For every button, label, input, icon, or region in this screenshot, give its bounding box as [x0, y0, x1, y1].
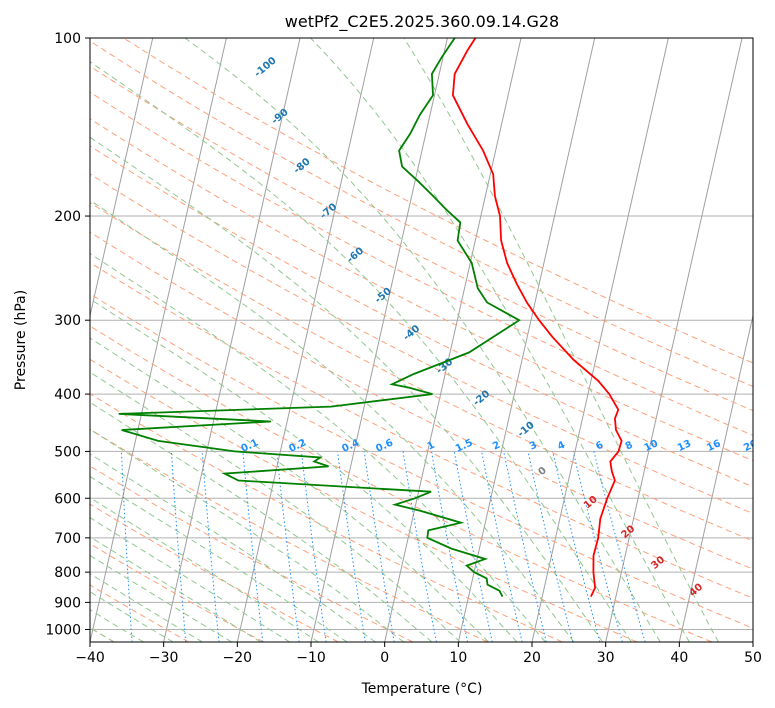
moist-adiabat-line	[90, 475, 348, 642]
moist-adiabat-line	[184, 38, 661, 642]
x-tick-label: −20	[223, 650, 253, 666]
isotherm-line	[90, 38, 227, 642]
dewpoint-line	[118, 38, 521, 598]
isotherm-line	[310, 38, 448, 642]
mixing-ratio-line	[572, 451, 623, 642]
x-tick-label: 30	[597, 650, 615, 666]
isotherm-line	[605, 38, 743, 642]
x-tick-label: 50	[744, 650, 762, 666]
dry-adiabat-line	[90, 358, 638, 642]
mixing-ratio-line	[337, 451, 366, 642]
mixing-ratio-label: 10	[643, 438, 660, 454]
mixing-ratio-line	[527, 451, 574, 642]
mixing-ratio-line	[503, 451, 547, 642]
y-tick-label: 200	[54, 209, 81, 225]
mixing-ratio-label: 20	[742, 438, 759, 454]
x-tick-label: 0	[380, 650, 389, 666]
x-axis: −40 −30 −20 −10 0 10 20 30 40 50	[75, 642, 762, 666]
x-tick-label: −30	[149, 650, 179, 666]
isotherm-line	[236, 38, 375, 642]
dry-adiabat-line	[90, 173, 753, 515]
mixing-ratio-line	[481, 451, 523, 642]
mixing-ratio-line	[242, 451, 264, 642]
dry-adiabat-line	[90, 325, 712, 642]
isotherm-line	[531, 38, 669, 642]
mixing-ratio-label: 16	[705, 438, 722, 454]
dry-adiabat-line	[90, 231, 753, 570]
mixing-ratio-line	[363, 451, 395, 642]
dry-adiabat-line	[90, 202, 753, 542]
mixing-ratio-line	[552, 451, 601, 642]
dry-adiabat-line	[90, 584, 190, 642]
plot-frame	[89, 37, 754, 643]
y-tick-label: 1000	[45, 622, 81, 638]
dry-adiabat-line	[90, 65, 753, 412]
mixing-ratio-label: 2	[491, 440, 502, 453]
x-axis-label: Temperature (°C)	[361, 681, 483, 697]
y-axis: 1000 900 800 700 600 500 400 300 200 100	[45, 31, 90, 638]
isotherm-line	[163, 38, 301, 642]
moist-adiabat-line	[90, 337, 489, 642]
mixing-ratio-label: 4	[556, 440, 567, 453]
mixing-ratio-label: 3	[528, 440, 539, 453]
dry-adiabat-line	[90, 465, 414, 642]
mixing-ratio-label: 13	[676, 438, 693, 454]
mixing-ratio-line	[593, 451, 646, 642]
x-tick-label: 20	[523, 650, 541, 666]
sounding-series	[118, 38, 623, 598]
moist-adiabat-line	[90, 199, 575, 642]
x-tick-label: −10	[296, 650, 326, 666]
moist-adiabat-line	[90, 252, 546, 642]
y-tick-label: 600	[54, 491, 81, 507]
y-tick-label: 300	[54, 313, 81, 329]
dry-adiabat-line	[90, 261, 753, 599]
moist-adiabat-line	[90, 536, 262, 642]
mixing-ratio-line	[300, 451, 327, 642]
moist-adiabat-line	[310, 38, 690, 642]
y-tick-label: 400	[54, 387, 81, 403]
moist-adiabat-line	[403, 38, 719, 642]
mixing-ratio-label: 6	[594, 440, 605, 453]
isotherm-line	[457, 38, 596, 642]
moist-adiabat-line	[90, 298, 518, 642]
mixing-ratio-label: 1	[426, 440, 437, 453]
y-tick-label: 700	[54, 531, 81, 547]
moist-adiabats	[90, 38, 719, 642]
moist-adiabat-line	[90, 371, 461, 642]
mixing-ratio-label: 8	[624, 440, 635, 453]
mixing-ratio-line	[453, 451, 493, 642]
x-tick-label: 40	[670, 650, 688, 666]
moist-adiabat-line	[90, 554, 232, 642]
dry-adiabat-line	[90, 40, 753, 388]
isotherms	[90, 38, 753, 642]
isotherm-line	[90, 38, 154, 319]
moist-adiabat-line	[90, 453, 376, 642]
dry-adiabat-line	[90, 503, 339, 642]
temperature-line	[451, 38, 623, 597]
y-tick-label: 900	[54, 595, 81, 611]
dry-adiabats	[90, 38, 753, 642]
x-tick-label: −40	[75, 650, 105, 666]
y-axis-label: Pressure (hPa)	[13, 290, 29, 390]
chart-title: wetPf2_C2E5.2025.360.09.14.G28	[285, 12, 559, 32]
pressure-gridlines	[90, 38, 753, 630]
isotherm-line	[678, 313, 753, 642]
isotherm-line	[384, 38, 522, 642]
mixing-ratio-line	[276, 451, 300, 642]
mixing-ratio-lines	[120, 451, 646, 642]
moist-adiabat-line	[90, 401, 433, 642]
plot-area: -100-90-80-70-60-50-40-30-20-100.1 0.2 0.4…	[90, 38, 759, 642]
x-tick-label: 10	[449, 650, 467, 666]
moist-adiabat-line	[90, 573, 203, 642]
y-tick-label: 100	[54, 31, 81, 47]
y-tick-label: 800	[54, 565, 81, 581]
y-tick-label: 500	[54, 444, 81, 460]
dry-adiabat-line	[90, 145, 753, 488]
moist-adiabat-line	[90, 136, 604, 642]
moist-adiabat-line	[90, 61, 632, 642]
